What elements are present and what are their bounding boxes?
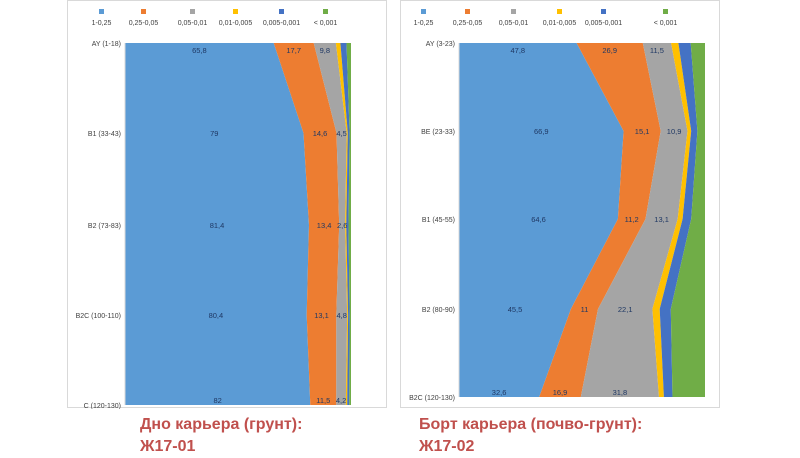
category-label: B2C (100-110)	[76, 313, 121, 320]
area-series-0	[459, 43, 624, 397]
area-series-4	[340, 43, 350, 405]
data-label: 82	[214, 396, 222, 405]
category-label: B1 (33-43)	[88, 131, 121, 138]
data-label: 11,5	[316, 396, 330, 405]
legend-label: 0,25-0,05	[453, 20, 483, 27]
category-label: BE (23-33)	[421, 129, 455, 136]
legend-label: 0,05-0,01	[499, 20, 529, 27]
data-label: 45,5	[508, 305, 523, 314]
data-label: 4,5	[336, 129, 346, 138]
data-label: 65,8	[192, 46, 207, 55]
data-label: 17,7	[286, 46, 301, 55]
legend-label: 0,005-0,001	[585, 20, 622, 27]
legend-swatch	[465, 9, 470, 14]
legend-swatch	[601, 9, 606, 14]
category-label: B1 (45-55)	[422, 217, 455, 224]
data-label: 32,6	[492, 388, 507, 397]
legend-swatch	[511, 9, 516, 14]
area-series-2	[580, 43, 688, 397]
data-label: 11	[581, 305, 589, 314]
area-series-1	[273, 43, 340, 405]
data-label: 79	[210, 129, 218, 138]
chart-panel-wall: 1-0,25 0,25-0,05 0,05-0,01 0,01-0,005 0,005-…	[400, 0, 720, 408]
chart-bottom-svg: 1-0,25 0,25-0,05 0,05-0,01 0,01-0,005 0,005-…	[76, 9, 351, 409]
legend-swatch	[323, 9, 328, 14]
data-label: 11,5	[650, 46, 664, 55]
legend-label: 0,05-0,01	[178, 20, 208, 27]
legend-swatch	[233, 9, 238, 14]
data-label: 80,4	[209, 311, 224, 320]
legend-label: 0,005-0,001	[263, 20, 300, 27]
caption-line-1: Дно карьера (грунт):	[140, 416, 303, 433]
legend-label: 1-0,25	[92, 20, 112, 27]
chart-panel-bottom: 1-0,25 0,25-0,05 0,05-0,01 0,01-0,005 0,005-…	[67, 0, 387, 409]
legend-label: 0,01-0,005	[543, 20, 577, 27]
data-label: 13,1	[314, 311, 329, 320]
data-label: 10,9	[667, 127, 682, 136]
category-label: B2 (80-90)	[422, 307, 455, 314]
legend-swatch	[421, 9, 426, 14]
chart-caption-bottom: Дно карьера (грунт): Ж17-01	[140, 414, 302, 458]
data-label: 66,9	[534, 127, 549, 136]
area-series-2	[313, 43, 348, 405]
data-label: 26,9	[602, 46, 617, 55]
category-label: AY (3-23)	[426, 41, 455, 48]
data-label: 4,2	[336, 396, 346, 405]
legend-label: 0,25-0,05	[129, 20, 159, 27]
area-series-5	[346, 43, 351, 405]
legend-label: < 0,001	[314, 20, 338, 27]
area-series-5	[670, 43, 705, 397]
data-label: 13,4	[317, 221, 332, 230]
caption-line-2: Ж17-01	[140, 438, 196, 455]
area-series-4	[659, 43, 698, 397]
data-label: 15,1	[635, 127, 650, 136]
area-series-1	[539, 43, 661, 397]
chart-caption-wall: Борт карьера (почво-грунт): Ж17-02	[419, 414, 642, 458]
data-label: 31,8	[613, 388, 628, 397]
caption-line-2: Ж17-02	[419, 438, 475, 455]
category-label: B2 (73-83)	[88, 223, 121, 230]
category-label: B2C (120-130)	[409, 395, 455, 402]
data-label: 81,4	[210, 221, 225, 230]
legend-swatch	[141, 9, 146, 14]
data-label: 16,9	[553, 388, 568, 397]
data-label: 4,8	[336, 311, 346, 320]
data-label: 64,6	[531, 215, 546, 224]
data-label: 13,1	[654, 215, 669, 224]
legend-swatch	[279, 9, 284, 14]
area-series-0	[125, 43, 311, 405]
legend-swatch	[99, 9, 104, 14]
legend-label: 0,01-0,005	[219, 20, 253, 27]
legend-label: < 0,001	[654, 20, 678, 27]
data-label: 47,8	[510, 46, 525, 55]
caption-line-1: Борт карьера (почво-грунт):	[419, 416, 643, 433]
data-label: 11,2	[625, 215, 639, 224]
data-label: 2,6	[337, 221, 347, 230]
legend-label: 1-0,25	[414, 20, 434, 27]
chart-wall-svg: 1-0,25 0,25-0,05 0,05-0,01 0,01-0,005 0,005-…	[409, 9, 705, 402]
data-label: 9,8	[320, 46, 330, 55]
category-label: C (120-130)	[84, 403, 121, 409]
legend-swatch	[557, 9, 562, 14]
data-label: 22,1	[618, 305, 633, 314]
legend-swatch	[663, 9, 668, 14]
area-series-3	[335, 43, 349, 405]
category-label: AY (1-18)	[92, 41, 121, 48]
data-label: 14,6	[313, 129, 328, 138]
legend-swatch	[190, 9, 195, 14]
